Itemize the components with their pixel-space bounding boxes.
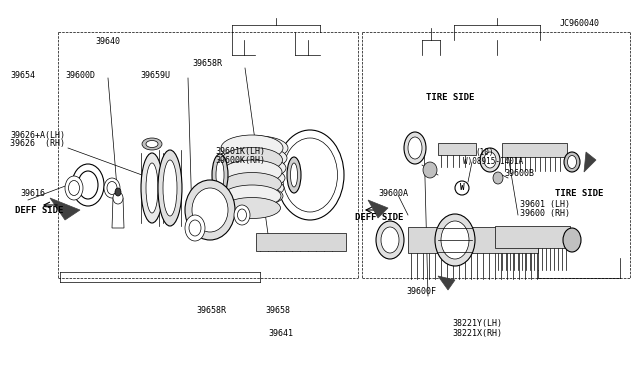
Polygon shape	[50, 198, 80, 220]
Polygon shape	[368, 200, 388, 218]
Text: 38221X(RH): 38221X(RH)	[452, 329, 502, 338]
Polygon shape	[584, 152, 596, 172]
Text: 39626  (RH): 39626 (RH)	[10, 139, 65, 148]
Ellipse shape	[141, 153, 163, 223]
Text: 39658: 39658	[265, 306, 290, 315]
Ellipse shape	[291, 163, 298, 187]
Ellipse shape	[216, 160, 224, 190]
Text: (10): (10)	[475, 148, 493, 157]
Text: W)08915-1401A: W)08915-1401A	[463, 157, 523, 166]
Text: JC960040: JC960040	[560, 19, 600, 28]
Ellipse shape	[212, 154, 228, 196]
Text: 38221Y(LH): 38221Y(LH)	[452, 319, 502, 328]
Ellipse shape	[376, 221, 404, 259]
Ellipse shape	[146, 141, 158, 148]
Ellipse shape	[107, 182, 117, 195]
Text: 39601K(LH): 39601K(LH)	[215, 147, 265, 156]
Ellipse shape	[221, 135, 283, 161]
Ellipse shape	[423, 162, 437, 178]
Polygon shape	[438, 276, 455, 290]
Text: 39659U: 39659U	[140, 71, 170, 80]
Ellipse shape	[408, 137, 422, 159]
Ellipse shape	[455, 181, 469, 195]
Polygon shape	[112, 198, 124, 228]
Ellipse shape	[229, 147, 287, 170]
Ellipse shape	[113, 192, 123, 204]
Ellipse shape	[65, 176, 83, 200]
Ellipse shape	[234, 205, 250, 225]
Ellipse shape	[223, 173, 282, 196]
Ellipse shape	[480, 148, 500, 172]
Ellipse shape	[163, 160, 177, 216]
Ellipse shape	[381, 227, 399, 253]
Text: 39658R: 39658R	[196, 306, 226, 315]
Ellipse shape	[115, 188, 121, 196]
Ellipse shape	[158, 150, 182, 226]
Ellipse shape	[142, 138, 162, 150]
Ellipse shape	[189, 220, 201, 236]
Bar	[408, 227, 538, 253]
Ellipse shape	[185, 215, 205, 241]
Ellipse shape	[282, 138, 337, 212]
Text: 39616: 39616	[20, 189, 45, 198]
Text: 39600B: 39600B	[504, 169, 534, 178]
Text: 39600K(RH): 39600K(RH)	[215, 156, 265, 165]
Text: 39654: 39654	[10, 71, 35, 80]
Text: TIRE SIDE: TIRE SIDE	[426, 93, 474, 102]
Text: 39658R: 39658R	[192, 59, 222, 68]
Bar	[256, 233, 346, 251]
Ellipse shape	[223, 198, 280, 218]
Text: DEFF SIDE: DEFF SIDE	[15, 206, 63, 215]
Bar	[438, 143, 476, 155]
Bar	[502, 143, 567, 157]
Ellipse shape	[228, 136, 288, 160]
Ellipse shape	[568, 155, 577, 169]
Text: 39600D: 39600D	[65, 71, 95, 80]
Text: 39600F: 39600F	[406, 287, 436, 296]
Ellipse shape	[232, 178, 284, 198]
Ellipse shape	[237, 209, 246, 221]
Ellipse shape	[78, 171, 98, 199]
Ellipse shape	[192, 188, 228, 232]
Ellipse shape	[493, 172, 503, 184]
Ellipse shape	[564, 152, 580, 172]
Ellipse shape	[68, 180, 79, 196]
Text: W: W	[460, 183, 464, 192]
Ellipse shape	[287, 157, 301, 193]
Bar	[495, 226, 570, 248]
Ellipse shape	[185, 180, 235, 240]
Text: 39626+A(LH): 39626+A(LH)	[10, 131, 65, 140]
Ellipse shape	[146, 163, 158, 213]
Ellipse shape	[435, 214, 475, 266]
Text: 39640: 39640	[95, 37, 120, 46]
Ellipse shape	[222, 160, 282, 184]
Ellipse shape	[441, 221, 469, 259]
Ellipse shape	[72, 164, 104, 206]
Ellipse shape	[231, 167, 285, 189]
Text: TIRE SIDE: TIRE SIDE	[555, 189, 604, 198]
Text: DEFF SIDE: DEFF SIDE	[355, 213, 403, 222]
Text: 39600 (RH): 39600 (RH)	[520, 209, 570, 218]
Text: 39641: 39641	[268, 329, 293, 338]
Ellipse shape	[233, 186, 283, 205]
Ellipse shape	[104, 178, 120, 198]
Text: 39600A: 39600A	[378, 189, 408, 198]
Ellipse shape	[230, 157, 286, 179]
Ellipse shape	[223, 185, 281, 207]
Ellipse shape	[221, 148, 282, 173]
Ellipse shape	[276, 130, 344, 220]
Ellipse shape	[404, 132, 426, 164]
Text: 39601 (LH): 39601 (LH)	[520, 200, 570, 209]
Ellipse shape	[484, 152, 496, 168]
Ellipse shape	[563, 228, 581, 252]
